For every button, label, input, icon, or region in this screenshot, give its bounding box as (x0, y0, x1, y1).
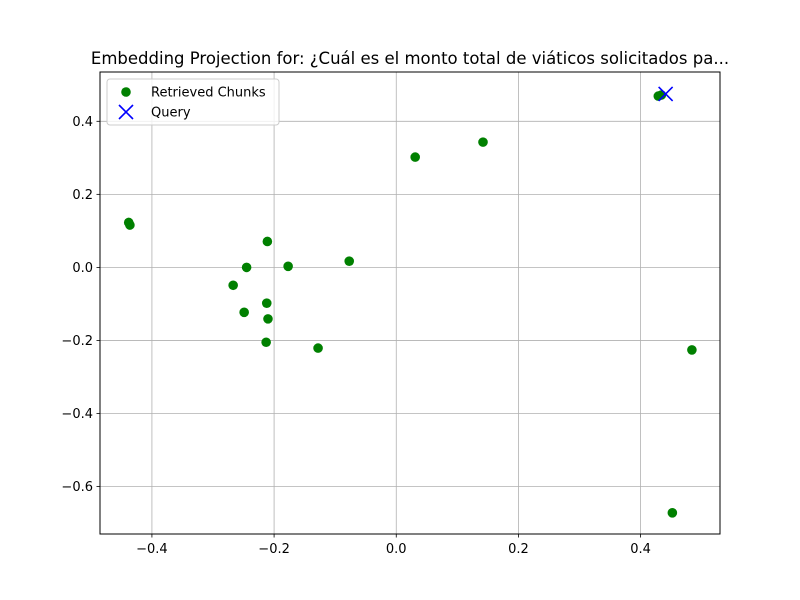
chunk-point (228, 280, 238, 291)
grid (100, 72, 720, 534)
y-tick-label: 0.4 (72, 115, 93, 130)
chunk-point (410, 152, 420, 162)
legend-label: Query (151, 106, 191, 121)
axis-ticks: −0.4 −0.2 0.0 0.2 0.4 −0.6 −0.4 −0.2 0.0 0.2 0.4 (61, 115, 651, 557)
chunk-point (313, 343, 323, 353)
chunk-point (344, 256, 355, 266)
chunk-point (687, 345, 697, 355)
x-tick-label: −0.2 (258, 542, 290, 557)
legend-label: Retrieved Chunks (151, 86, 266, 101)
x-tick-label: 0.4 (630, 542, 651, 557)
chunk-point (261, 298, 272, 308)
y-tick-label: −0.4 (61, 407, 93, 422)
data-points (123, 86, 697, 518)
y-tick-label: 0.2 (72, 188, 93, 203)
chunk-point (263, 314, 273, 324)
chunk-point (261, 337, 271, 348)
chunk-point (283, 261, 293, 272)
x-tick-label: 0.2 (508, 542, 529, 557)
x-tick-label: 0.0 (386, 542, 407, 557)
chunk-point (262, 236, 273, 247)
y-tick-label: 0.0 (72, 261, 93, 276)
query-marker (658, 86, 674, 102)
x-tick-label: −0.4 (136, 542, 168, 557)
chunk-point (125, 220, 135, 230)
legend-marker (121, 87, 131, 97)
legend-box (106, 78, 280, 126)
y-tick-label: −0.2 (61, 334, 93, 349)
legend: Retrieved Chunks Query (106, 78, 280, 126)
plot-frame (99, 71, 721, 535)
chunk-point (239, 307, 249, 318)
chunk-point (478, 137, 488, 147)
y-tick-label: −0.6 (61, 480, 93, 495)
chunk-point (667, 508, 678, 518)
legend-marker (118, 104, 134, 120)
chart-title: Embedding Projection for: ¿Cuál es el mo… (91, 49, 729, 68)
chunk-point (241, 262, 252, 273)
